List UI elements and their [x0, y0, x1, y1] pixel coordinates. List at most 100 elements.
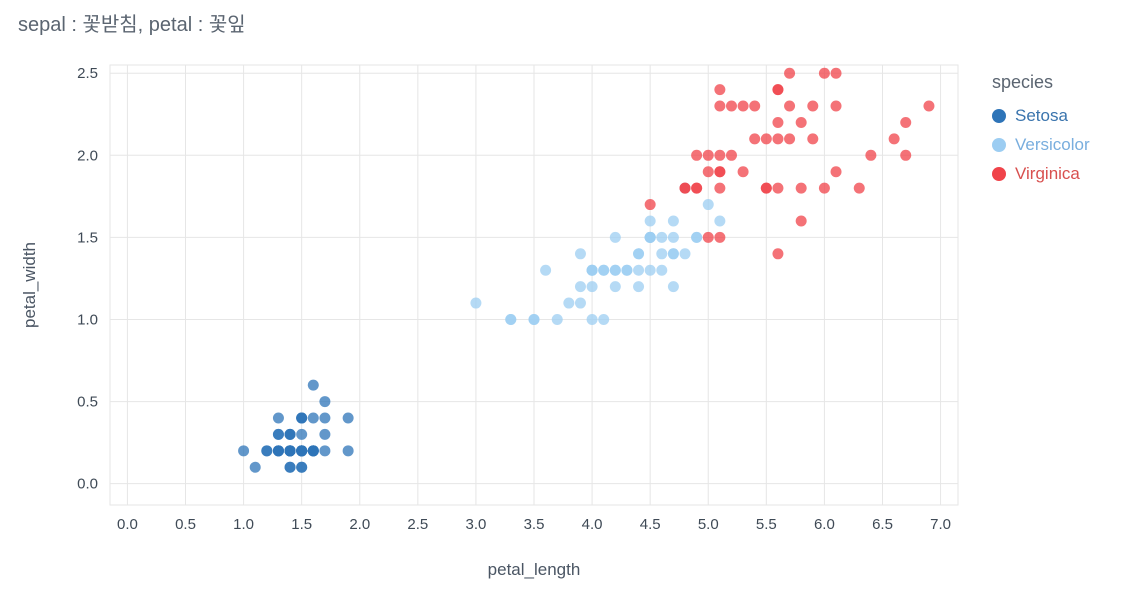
plot-area[interactable]: 0.0 0.5 1.0 1.5 2.0 2.5 3.0 3.5 4.0 4.5 5.0 5.5 6.0 6… [0, 0, 975, 545]
x-tick-label: 5.5 [756, 516, 777, 533]
data-point-versicolor [609, 281, 621, 293]
data-point-virginica [679, 182, 691, 194]
x-tick-label: 5.0 [698, 516, 719, 533]
data-point-virginica [714, 84, 726, 96]
data-point-versicolor [621, 264, 633, 276]
x-tick-label: 2.5 [407, 516, 428, 533]
x-tick-label: 1.0 [233, 516, 254, 533]
data-point-versicolor [644, 231, 656, 243]
data-point-versicolor [667, 215, 679, 227]
data-point-versicolor [667, 231, 679, 243]
data-point-setosa [284, 461, 296, 473]
data-point-virginica [749, 133, 761, 145]
data-point-virginica [795, 215, 807, 227]
y-tick-label: 2.5 [77, 65, 98, 82]
data-point-virginica [702, 149, 714, 161]
data-point-versicolor [470, 297, 482, 309]
data-point-virginica [772, 133, 784, 145]
data-point-versicolor [586, 313, 598, 325]
data-point-setosa [272, 428, 284, 440]
y-tick-label: 1.5 [77, 229, 98, 246]
data-point-setosa [284, 428, 296, 440]
data-point-versicolor [667, 281, 679, 293]
data-point-virginica [784, 67, 796, 79]
legend-entries: Setosa Versicolor Virginica [992, 101, 1090, 188]
x-tick-label: 3.0 [465, 516, 486, 533]
data-point-setosa [319, 445, 331, 457]
data-point-versicolor [656, 231, 668, 243]
data-point-virginica [725, 149, 737, 161]
data-point-virginica [772, 84, 784, 96]
data-point-virginica [714, 100, 726, 112]
data-point-versicolor [540, 264, 552, 276]
data-point-virginica [772, 182, 784, 194]
data-point-versicolor [644, 264, 656, 276]
y-tick-label: 0.5 [77, 394, 98, 411]
figure-title: sepal : 꽃받침, petal : 꽃잎 [18, 14, 246, 36]
data-point-setosa [307, 379, 319, 391]
legend-swatch-setosa [992, 108, 1006, 123]
data-point-versicolor [574, 248, 586, 260]
data-point-versicolor [551, 313, 563, 325]
x-tick-label: 1.5 [291, 516, 312, 533]
data-point-setosa [249, 461, 261, 473]
data-point-virginica [830, 67, 842, 79]
data-point-setosa [342, 412, 354, 424]
data-point-setosa [284, 445, 296, 457]
y-tick-label: 2.0 [77, 147, 98, 164]
data-point-virginica [795, 182, 807, 194]
x-tick-label: 2.0 [349, 516, 370, 533]
legend-entry-virginica[interactable]: Virginica [992, 159, 1090, 188]
data-point-virginica [714, 231, 726, 243]
data-point-versicolor [586, 281, 598, 293]
data-point-versicolor [714, 215, 726, 227]
y-axis-title: petal_width [20, 241, 39, 329]
data-point-virginica [691, 149, 703, 161]
y-tick-label: 0.0 [77, 476, 98, 493]
data-point-virginica [737, 100, 749, 112]
data-point-virginica [853, 182, 865, 194]
x-tick-label: 0.5 [175, 516, 196, 533]
x-tick-label: 6.5 [872, 516, 893, 533]
legend-label-versicolor: Versicolor [1015, 134, 1090, 154]
data-point-versicolor [528, 313, 540, 325]
data-point-setosa [296, 445, 308, 457]
legend-swatch-versicolor [992, 137, 1006, 152]
legend-swatch-virginica [992, 166, 1006, 181]
data-point-virginica [702, 231, 714, 243]
legend-entry-versicolor[interactable]: Versicolor [992, 130, 1090, 159]
data-point-setosa [319, 412, 331, 424]
data-point-virginica [760, 133, 772, 145]
data-point-versicolor [505, 313, 517, 325]
data-point-versicolor [609, 231, 621, 243]
data-point-setosa [272, 445, 284, 457]
data-point-setosa [261, 445, 273, 457]
data-point-virginica [644, 199, 656, 211]
legend-entry-setosa[interactable]: Setosa [992, 101, 1090, 130]
data-point-virginica [691, 182, 703, 194]
legend-label-virginica: Virginica [1015, 163, 1080, 183]
data-point-virginica [818, 182, 830, 194]
data-point-setosa [296, 428, 308, 440]
data-point-versicolor [691, 231, 703, 243]
x-axis-title: petal_length [487, 560, 581, 579]
data-point-versicolor [667, 248, 679, 260]
data-point-virginica [772, 116, 784, 128]
legend: species Setosa Versicolor Virginica [992, 72, 1090, 188]
data-point-virginica [760, 182, 772, 194]
plot-frame [109, 64, 959, 506]
data-point-virginica [714, 182, 726, 194]
data-point-versicolor [598, 313, 610, 325]
data-point-virginica [784, 133, 796, 145]
data-point-virginica [900, 149, 912, 161]
data-point-virginica [830, 100, 842, 112]
legend-label-setosa: Setosa [1015, 105, 1068, 125]
data-point-versicolor [656, 264, 668, 276]
data-point-setosa [307, 412, 319, 424]
data-point-virginica [830, 166, 842, 178]
data-point-virginica [714, 166, 726, 178]
data-point-virginica [795, 116, 807, 128]
data-point-virginica [900, 116, 912, 128]
data-point-setosa [307, 445, 319, 457]
data-point-versicolor [633, 264, 645, 276]
